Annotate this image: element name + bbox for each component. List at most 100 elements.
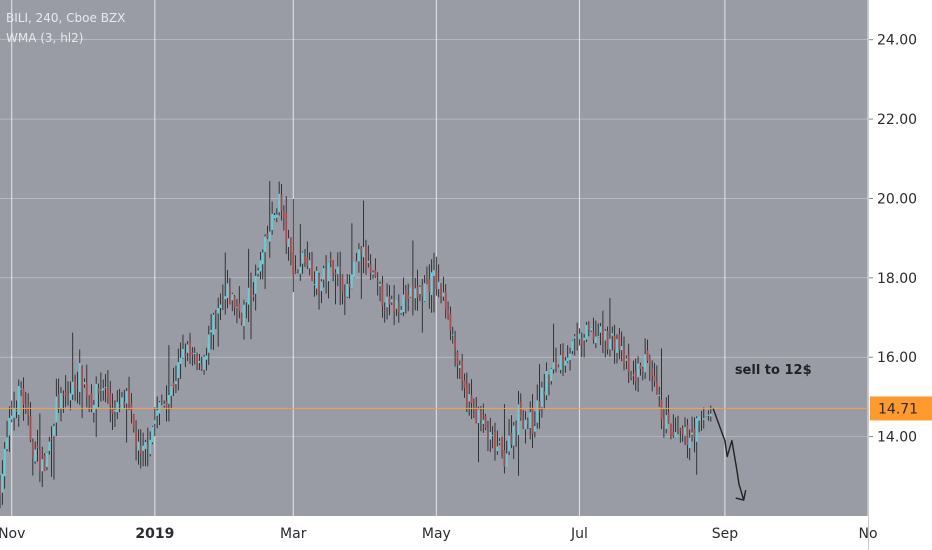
candle-body	[182, 349, 184, 359]
candle-body	[430, 272, 433, 296]
candle-body	[43, 455, 46, 472]
candle-body	[97, 387, 100, 394]
candle-body	[313, 284, 316, 286]
candle-body	[557, 366, 560, 367]
candle-body	[590, 327, 593, 331]
candle-body	[658, 394, 661, 396]
candle-body	[191, 352, 194, 355]
candle-body	[315, 270, 318, 289]
candle-body	[559, 355, 562, 370]
candle-body	[484, 416, 487, 429]
candle-body	[144, 442, 147, 450]
candle-body	[381, 283, 384, 307]
candle-body	[297, 270, 299, 272]
candle-body	[3, 448, 6, 477]
candle-body	[240, 313, 243, 324]
candle-body	[390, 299, 393, 303]
candle-body	[95, 383, 98, 410]
candle-body	[125, 391, 128, 404]
candle-body	[562, 352, 564, 363]
candle-body	[200, 365, 203, 370]
candle-body	[64, 391, 67, 396]
candle-body	[648, 358, 651, 366]
candle-body	[135, 431, 137, 447]
candle-body	[219, 304, 222, 308]
candle-body	[555, 360, 557, 368]
candle-body	[198, 360, 201, 363]
symbol-info[interactable]: BILI, 240, Cboe BZX	[6, 11, 126, 25]
candle-body	[646, 350, 649, 361]
candle-body	[346, 284, 349, 297]
candle-body	[339, 267, 342, 271]
candle-body	[639, 365, 642, 369]
candle-body	[402, 294, 405, 313]
candle-body	[299, 266, 302, 274]
candle-body	[681, 428, 684, 435]
candle-body	[327, 262, 330, 282]
candle-body	[67, 395, 69, 397]
candle-body	[36, 445, 39, 449]
candle-body	[264, 236, 266, 253]
candle-body	[76, 386, 79, 388]
candle-body	[623, 349, 625, 364]
candle-body	[543, 391, 546, 395]
candle-body	[193, 352, 196, 355]
candle-body	[153, 420, 156, 424]
candle-body	[226, 283, 229, 299]
candle-body	[163, 404, 166, 406]
candle-body	[667, 412, 670, 424]
candle-body	[670, 423, 672, 437]
candle-body	[463, 380, 466, 388]
candle-body	[684, 427, 686, 436]
candle-body	[48, 441, 51, 451]
candle-body	[634, 371, 637, 382]
candle-body	[538, 401, 541, 412]
candle-body	[454, 339, 457, 350]
candle-body	[170, 385, 173, 396]
candle-body	[217, 308, 220, 314]
candle-body	[130, 403, 133, 411]
candle-body	[250, 287, 252, 298]
candle-body	[69, 393, 72, 401]
candle-body	[480, 411, 482, 421]
indicator-info[interactable]: WMA (3, hl2)	[6, 31, 84, 45]
candle-body	[184, 353, 187, 356]
candle-body	[160, 403, 163, 405]
candle-body	[529, 412, 532, 428]
candle-body	[440, 283, 442, 298]
candle-body	[20, 388, 23, 390]
candle-body	[343, 296, 346, 300]
time-axis[interactable]	[0, 516, 868, 550]
candle-body	[383, 310, 386, 311]
candle-body	[407, 294, 410, 300]
candle-body	[609, 338, 611, 350]
candle-body	[121, 397, 123, 410]
candle-body	[132, 414, 135, 429]
candle-body	[353, 261, 356, 278]
candle-body	[172, 382, 175, 388]
candle-body	[428, 279, 431, 292]
price-axis[interactable]	[868, 0, 932, 550]
candle-body	[27, 405, 30, 416]
candle-body	[55, 396, 58, 423]
candle-body	[508, 435, 510, 452]
candle-body	[46, 452, 48, 467]
candle-body	[271, 213, 274, 230]
y-tick-label: 24.00	[877, 33, 917, 49]
candle-body	[620, 346, 623, 351]
candle-body	[663, 418, 665, 426]
candle-body	[31, 441, 34, 458]
candle-body	[709, 413, 712, 417]
x-tick-label: May	[422, 526, 451, 542]
candle-body	[698, 416, 700, 421]
candle-body	[512, 425, 515, 446]
candle-body	[83, 381, 86, 385]
candle-body	[515, 424, 518, 431]
candle-body	[585, 324, 588, 340]
candle-body	[426, 281, 428, 284]
candle-body	[221, 299, 224, 301]
candle-body	[550, 368, 553, 382]
candle-body	[207, 334, 210, 353]
candle-body	[186, 344, 189, 353]
